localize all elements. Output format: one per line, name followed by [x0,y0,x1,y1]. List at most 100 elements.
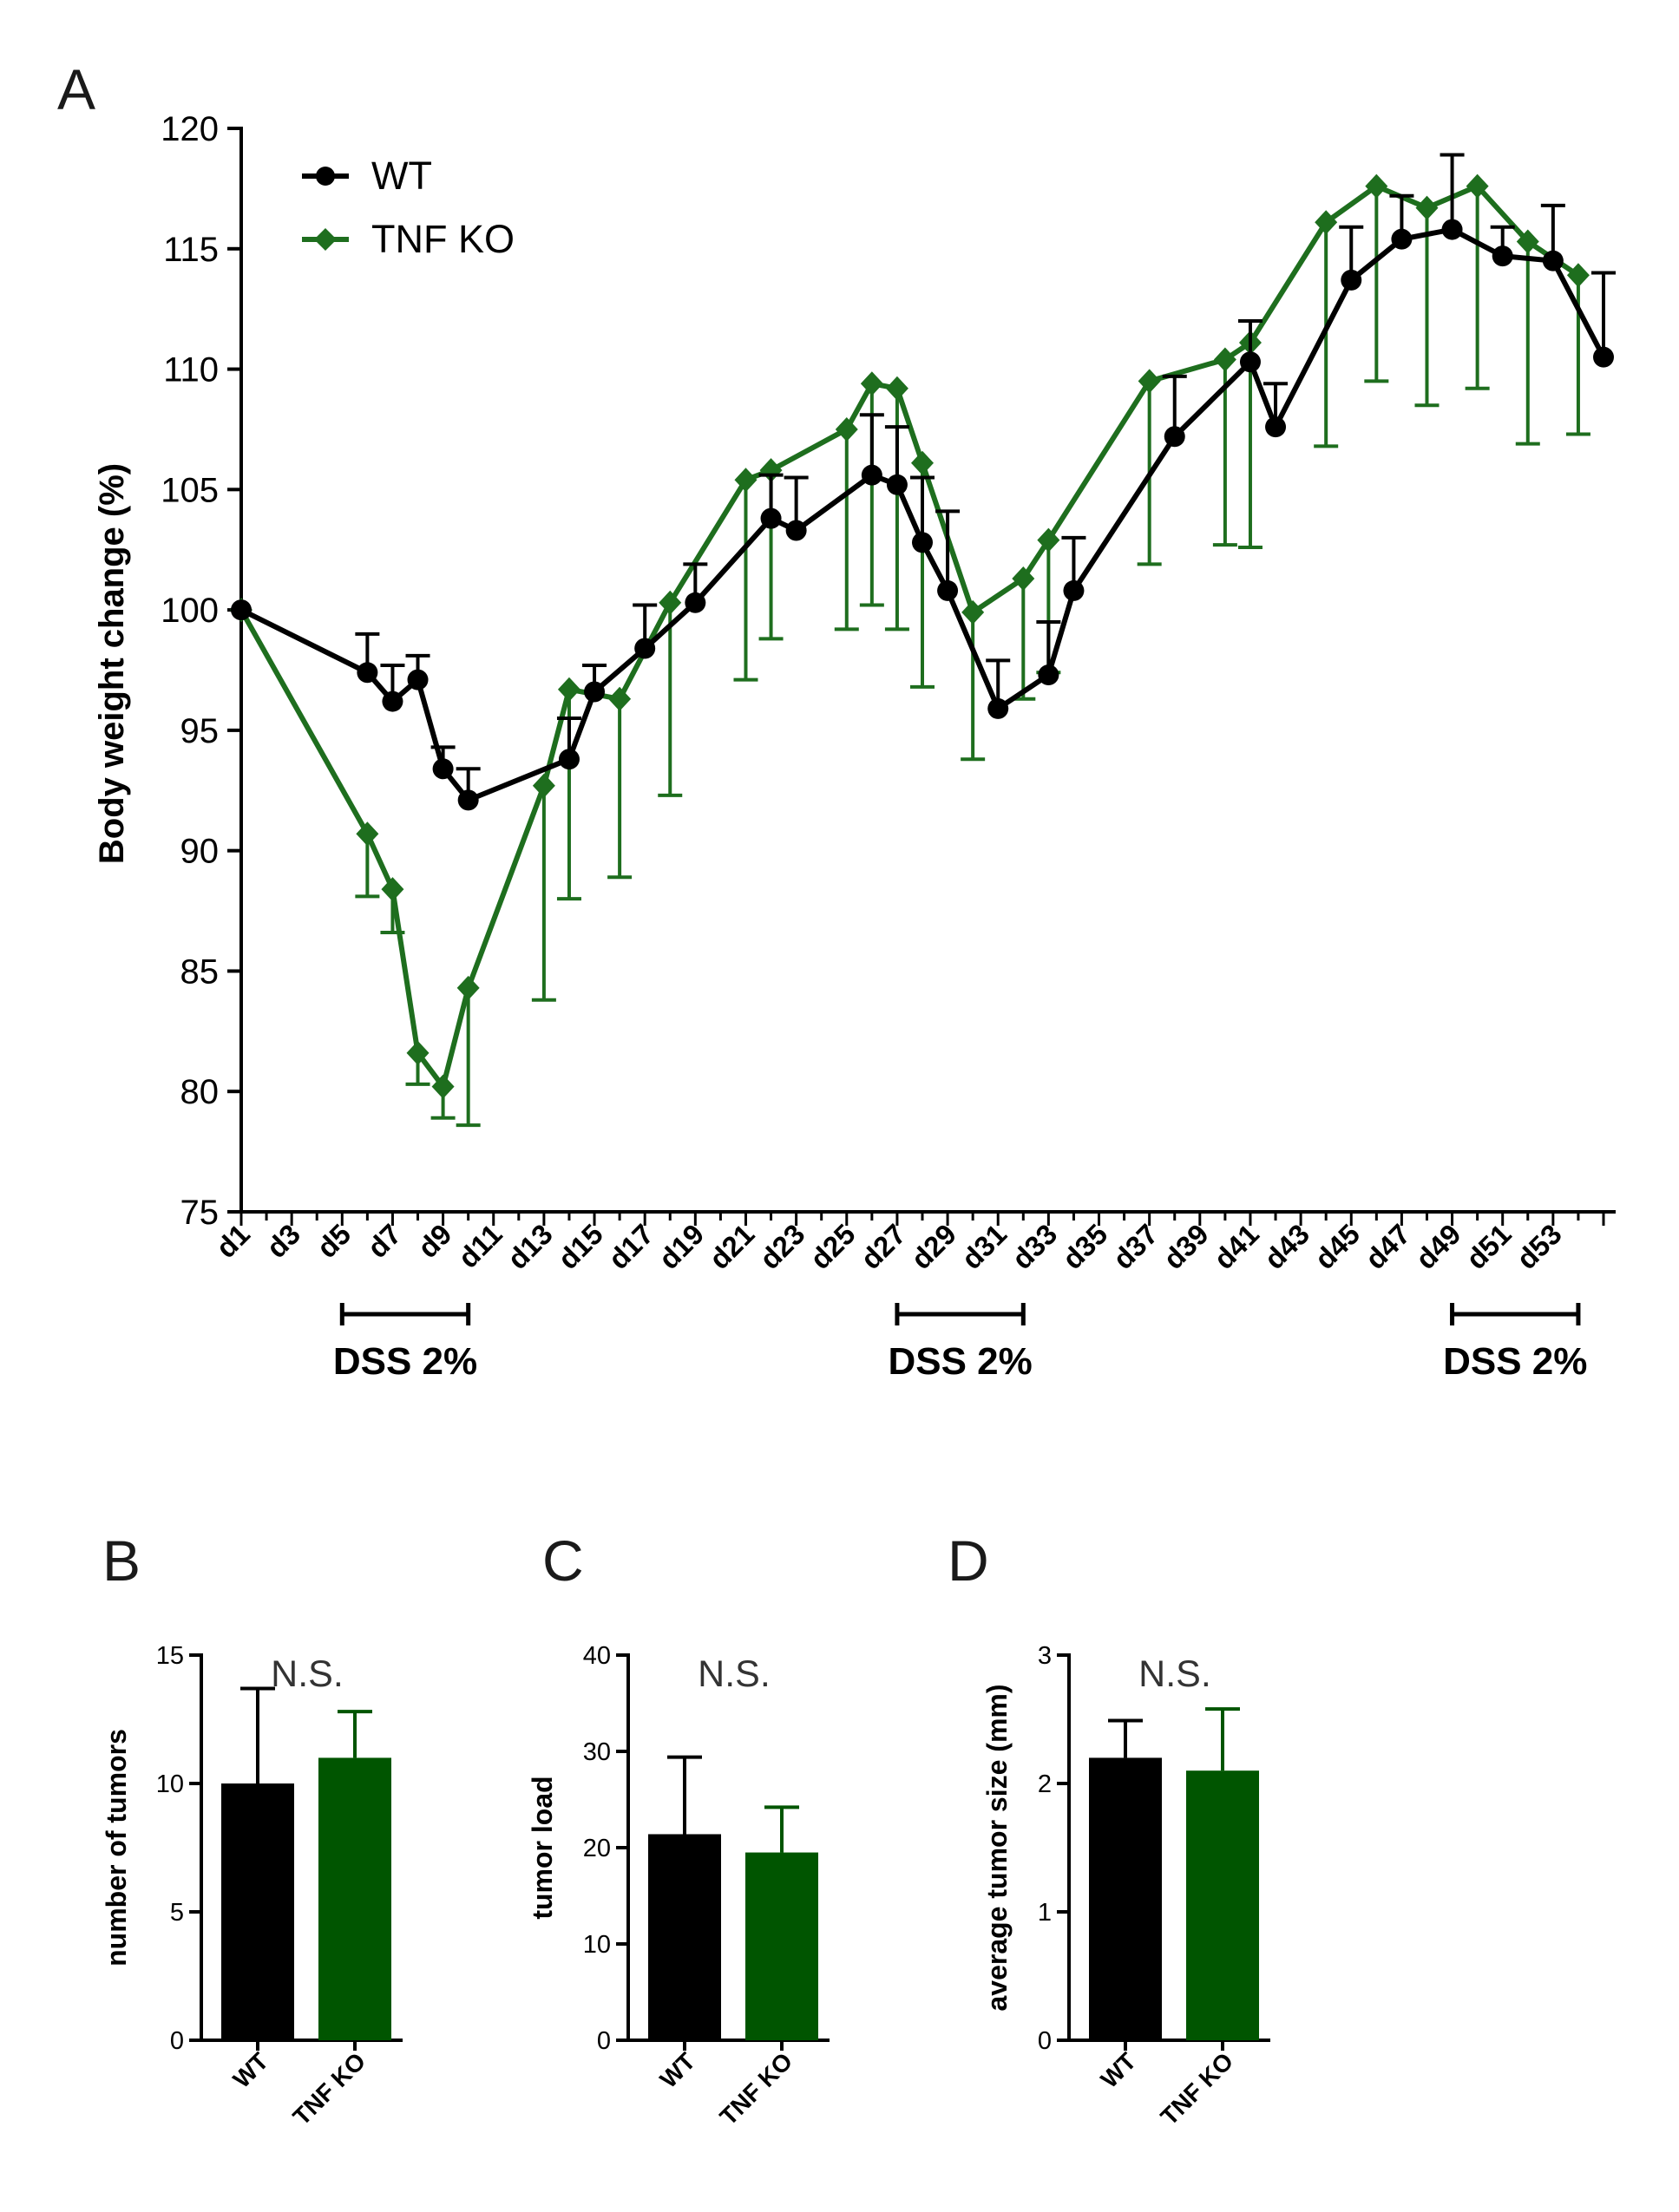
panel-a-x-tick-label: d29 [905,1218,962,1275]
tnfko-data-point [557,677,580,702]
wt-data-point [937,579,959,601]
panel-b-bar-wt [221,1783,294,2040]
panel-c-y-tick-label: 10 [583,1931,611,1959]
tnfko-data-point [532,773,555,798]
tnfko-data-point [1012,566,1035,592]
panel-a-x-tick-label: d35 [1056,1218,1113,1275]
panel-d-x-tick-label: WT [1096,2047,1142,2093]
tnfko-data-point [1566,263,1590,288]
wt-data-point [1542,250,1564,272]
legend-wt-label: WT [371,154,432,198]
panel-a-x-tick-label: d45 [1308,1218,1366,1275]
tnfko-data-point [1516,229,1539,254]
wt-data-point [1038,664,1059,686]
tnfko-data-point [659,590,682,615]
panel-a-x-tick-label: d31 [955,1218,1013,1275]
wt-data-point [357,662,378,684]
legend-tnfko-label: TNF KO [371,217,515,261]
wt-data-point [912,532,933,553]
panel-a-x-tick-label: d53 [1510,1218,1567,1275]
panel-a-x-tick-label: d33 [1006,1218,1063,1275]
panel-c-y-tick-label: 20 [583,1835,611,1862]
panel-b-x-tick-label: WT [228,2047,274,2093]
panel-a-x-tick-label: d15 [552,1218,609,1275]
tnfko-data-point [1315,210,1338,235]
wt-data-point [861,464,882,486]
wt-data-point [1391,228,1413,250]
panel-b-y-axis-label: number of tumors [101,1729,132,1967]
panel-b-y-tick-label: 5 [170,1899,184,1927]
legend: WT TNF KO [302,154,515,261]
dss-annotation-label: DSS 2% [1443,1340,1587,1383]
wt-data-point [584,681,606,703]
panel-b-bar-tnfko [318,1757,391,2040]
panel-a-y-tick-label: 80 [180,1073,220,1111]
tnfko-data-point [431,1074,455,1099]
panel-a-x-tick-label: d39 [1157,1218,1214,1275]
panel-a-y-tick-label: 75 [180,1194,220,1232]
wt-data-point [1492,245,1513,267]
tnfko-data-point [381,877,404,902]
tnfko-series-line [239,183,1580,1090]
panel-a-x-tick-label: d13 [501,1218,558,1275]
panel-d-y-tick-label: 1 [1038,1899,1052,1927]
wt-series-line [239,226,1606,803]
wt-data-point [785,520,807,541]
panel-d-bar-chart: 0 1 2 3 average tumor size (mm) WT TNF KO N.S. [981,1642,1270,2130]
panel-d-bar-tnfko [1186,1770,1259,2040]
panel-a-y-tick-label: 105 [161,471,219,509]
series-tnfko [230,173,1590,1128]
panel-a-x-tick-label: d43 [1258,1218,1315,1275]
wt-data-point [634,638,656,659]
panel-a-x-tick-label: d47 [1359,1218,1416,1275]
panel-c-bar-chart: 0 10 20 30 40 tumor load WT TNF KO N.S. [527,1642,830,2130]
panel-a-y-axis-label: Body weight change (%) [93,463,131,864]
tnfko-data-point [1138,369,1161,394]
panel-a-y-tick-label: 90 [180,833,220,871]
tnfko-data-point [456,975,480,1000]
panel-label-b: B [102,1528,141,1593]
wt-data-point [1239,351,1261,373]
tnfko-data-point [885,376,908,401]
panel-a-x-tick-label: d49 [1409,1218,1466,1275]
tnfko-data-point [911,450,934,475]
wt-data-point [987,697,1009,719]
panel-c-bar-tnfko [745,1852,818,2040]
panel-a-y-tick-label: 85 [180,952,220,991]
panel-c-y-tick-label: 0 [597,2027,611,2055]
tnfko-data-point [1466,173,1489,199]
tnfko-data-point [961,599,985,625]
wt-data-point [1265,416,1287,438]
wt-data-point [1593,346,1614,368]
tnfko-data-point [860,371,883,396]
panel-a-x-tick-label: d9 [411,1218,457,1264]
panel-d-y-tick-label: 3 [1038,1642,1052,1670]
panel-a-x-tick-label: d27 [854,1218,911,1275]
panel-d-y-tick-label: 2 [1038,1770,1052,1798]
panel-d-x-tick-label: TNF KO [1156,2047,1239,2130]
panel-d-y-tick-label: 0 [1038,2027,1052,2055]
dss-annotation-label: DSS 2% [333,1340,477,1383]
wt-data-point [1441,219,1463,240]
panel-d-y-axis-label: average tumor size (mm) [981,1684,1013,2011]
panel-label-c: C [542,1528,584,1593]
panel-b-bar-chart: 0 5 10 15 number of tumors WT TNF KO N.S. [101,1642,403,2130]
panel-c-x-tick-label: TNF KO [715,2047,798,2130]
series-wt [231,153,1616,811]
wt-data-point [1063,579,1085,601]
dss-annotation-label: DSS 2% [888,1340,1032,1383]
panel-b-y-tick-label: 0 [170,2027,184,2055]
legend-wt-marker [316,167,335,186]
wt-data-point [407,669,429,690]
wt-data-point [685,592,706,613]
wt-data-point [886,474,908,495]
panel-d-bar-wt [1089,1757,1162,2040]
panel-c-x-tick-label: WT [655,2047,701,2093]
panel-a-x-tick-label: d25 [803,1218,861,1275]
panel-a-x-tick-label: d7 [361,1218,407,1264]
panel-a-x-tick-label: d5 [311,1218,357,1264]
wt-data-point [382,690,403,712]
tnfko-data-point [1037,527,1060,553]
